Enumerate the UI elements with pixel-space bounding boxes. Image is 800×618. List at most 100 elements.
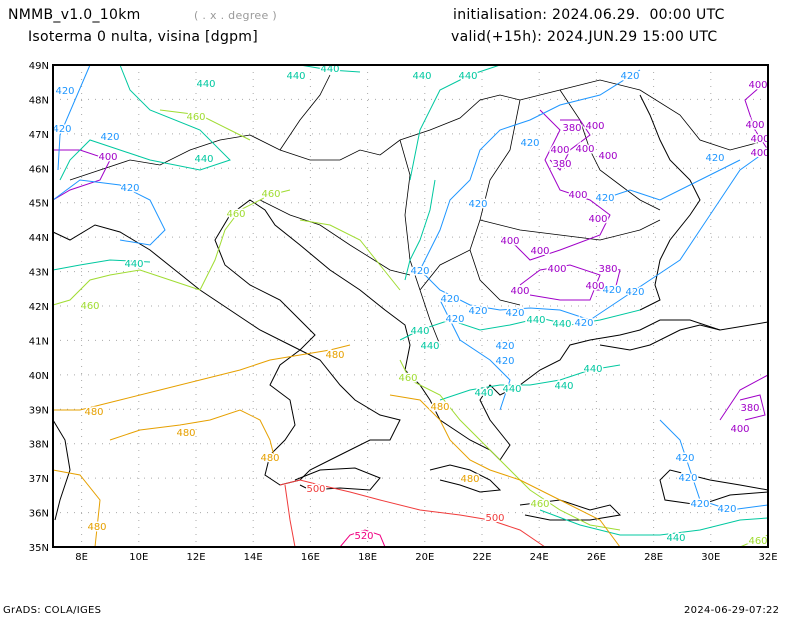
contour-label-500: 500	[485, 513, 504, 524]
contour-480	[389, 394, 621, 548]
lon-tick-label: 20E	[415, 552, 434, 563]
contour-label-460: 460	[80, 301, 99, 312]
contour-420	[419, 69, 641, 271]
init-time: initialisation: 2024.06.29. 00:00 UTC	[453, 7, 725, 23]
contour-label-480: 480	[430, 402, 449, 413]
contour-label-420: 420	[440, 294, 459, 305]
contour-label-400: 400	[98, 152, 117, 163]
lon-tick-label: 18E	[358, 552, 377, 563]
contour-label-400: 400	[750, 148, 769, 159]
contour-label-420: 420	[410, 266, 429, 277]
contour-380	[549, 119, 591, 171]
contour-label-520: 520	[354, 531, 373, 542]
valid-time: valid(+15h): 2024.JUN.29 15:00 UTC	[451, 29, 718, 45]
contour-440	[52, 259, 151, 271]
coastline	[519, 499, 622, 521]
contour-label-400: 400	[530, 246, 549, 257]
contour-label-420: 420	[55, 86, 74, 97]
contour-label-420: 420	[678, 473, 697, 484]
contour-label-440: 440	[196, 79, 215, 90]
contour-label-400: 400	[547, 264, 566, 275]
lat-tick-label: 41N	[29, 336, 49, 347]
country-border	[279, 74, 331, 151]
contour-label-460: 460	[186, 112, 205, 123]
axis-ticks: 8E 10E 12E 14E 16E 18E 20E 22E 24E 26E 28E 30E 32E 35…	[29, 61, 778, 563]
contour-label-420: 420	[52, 124, 71, 135]
lat-tick-label: 46N	[29, 164, 49, 175]
contour-label-420: 420	[120, 183, 139, 194]
contour-440	[59, 64, 231, 181]
contour-label-480: 480	[176, 428, 195, 439]
contour-label-460: 460	[530, 499, 549, 510]
coastline	[599, 324, 721, 351]
contour-label-420: 420	[505, 308, 524, 319]
contour-label-380: 380	[552, 159, 571, 170]
contour-400	[52, 149, 111, 201]
contour-label-420: 420	[675, 453, 694, 464]
contour-label-380: 380	[562, 123, 581, 134]
contour-label-420: 420	[602, 285, 621, 296]
country-border	[259, 199, 411, 276]
contour-label-480: 480	[260, 453, 279, 464]
contour-label-400: 400	[575, 144, 594, 155]
contour-label-440: 440	[666, 533, 685, 544]
contour-label-420: 420	[468, 199, 487, 210]
contour-480	[109, 409, 276, 461]
contour-label-420: 420	[690, 499, 709, 510]
lon-tick-label: 22E	[472, 552, 491, 563]
contour-440	[439, 364, 621, 401]
contour-420	[599, 159, 741, 201]
lon-tick-label: 28E	[644, 552, 663, 563]
contour-label-400: 400	[585, 121, 604, 132]
country-border	[419, 289, 441, 346]
contour-label-400: 400	[510, 286, 529, 297]
contour-label-400: 400	[568, 190, 587, 201]
contour-label-420: 420	[620, 71, 639, 82]
lon-tick-label: 24E	[530, 552, 549, 563]
lon-tick-label: 26E	[587, 552, 606, 563]
contour-420	[419, 149, 769, 321]
contour-label-440: 440	[526, 315, 545, 326]
contour-440	[404, 179, 436, 281]
lat-tick-label: 36N	[29, 509, 49, 520]
lat-tick-label: 47N	[29, 130, 49, 141]
contour-label-400: 400	[730, 424, 749, 435]
lon-tick-label: 16E	[301, 552, 320, 563]
coastline	[52, 199, 769, 486]
contour-label-500: 500	[306, 484, 325, 495]
coastline	[659, 469, 769, 506]
contour-label-380: 380	[598, 264, 617, 275]
contour-label-420: 420	[705, 153, 724, 164]
contour-label-400: 400	[598, 151, 617, 162]
footer-credit: GrADS: COLA/IGES	[3, 605, 102, 616]
contour-label-420: 420	[445, 314, 464, 325]
contour-label-480: 480	[84, 407, 103, 418]
contour-520	[339, 529, 386, 548]
contour-label-400: 400	[550, 145, 569, 156]
contour-label-420: 420	[495, 341, 514, 352]
contour-label-440: 440	[552, 319, 571, 330]
contour-label-440: 440	[124, 259, 143, 270]
contour-label-440: 440	[458, 71, 477, 82]
lat-tick-label: 39N	[29, 405, 49, 416]
contour-label-400: 400	[588, 214, 607, 225]
contour-label-420: 420	[574, 318, 593, 329]
contour-label-420: 420	[595, 193, 614, 204]
contour-label-440: 440	[410, 326, 429, 337]
contour-label-440: 440	[194, 154, 213, 165]
contour-label-480: 480	[325, 350, 344, 361]
contour-480	[52, 469, 101, 548]
contour-label-420: 420	[468, 306, 487, 317]
coastline	[52, 419, 71, 521]
contour-label-420: 420	[520, 138, 539, 149]
contour-label-380: 380	[740, 403, 759, 414]
contour-label-420: 420	[625, 287, 644, 298]
lat-tick-label: 45N	[29, 199, 49, 210]
contour-420	[439, 299, 511, 411]
lon-tick-label: 32E	[758, 552, 777, 563]
graticule	[53, 65, 768, 547]
model-title: NMMB_v1.0_10km	[8, 7, 141, 23]
contour-label-460: 460	[226, 209, 245, 220]
